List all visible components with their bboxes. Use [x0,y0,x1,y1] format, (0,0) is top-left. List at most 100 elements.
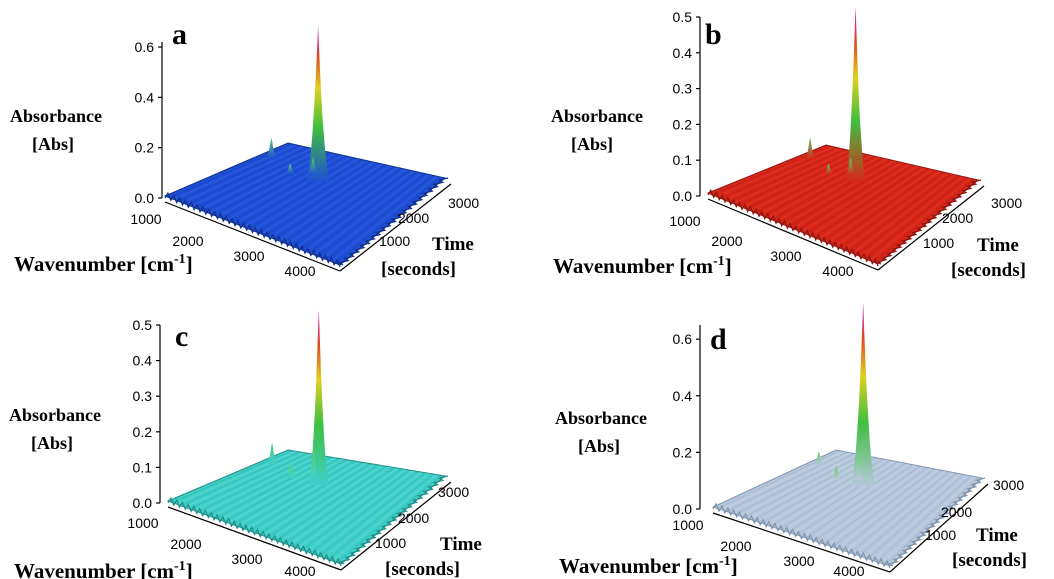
time-axis-line [339,183,452,272]
surface-texture-line [332,474,438,562]
time-tick-label: 3000 [991,195,1022,211]
y-tick-label: 0.6 [673,331,693,347]
y-tick-label: 0.0 [135,190,155,206]
x-tick-label: 1000 [669,213,700,229]
surface-texture-line [234,156,351,224]
peak [285,163,295,174]
y-axis-label: Absorbance [555,408,647,428]
time-axis-label-unit: [seconds] [951,260,1026,281]
x-tick-label: 2000 [720,538,751,554]
x-tick-label: 1000 [130,211,161,227]
surface-texture-line [178,145,300,202]
surface-texture-line [252,160,367,231]
y-axis-label-unit: [Abs] [31,433,73,453]
surface-texture-line [278,165,391,242]
y-tick-label: 0.2 [133,424,153,440]
time-axis-label-unit: [seconds] [385,559,460,579]
surface-texture-line [746,152,861,210]
time-tick-label: 2000 [942,210,973,226]
surface-front-edge [707,188,879,267]
surface-texture-line [336,475,442,563]
surface-texture-line [797,163,906,231]
y-tick-label: 0.4 [133,353,153,369]
surface-texture-line [202,454,320,514]
surface-texture-line [869,178,971,261]
surface-texture-line [280,466,391,543]
surface-texture-line [254,462,367,533]
peak [308,310,329,485]
time-tick-label: 2000 [398,210,429,226]
surface-texture-line [784,160,895,226]
surface-texture-line [250,462,363,532]
surface-texture-line [199,149,320,211]
surface-texture-line [267,464,379,538]
surface-texture-line [783,460,895,531]
time-axis-line [877,185,985,271]
surface-texture-line [211,456,328,518]
surface-texture-line [729,149,846,203]
surface-texture-line [801,463,910,537]
surface-texture-line [274,164,387,240]
surface-texture-line [313,172,422,255]
panel-d: 0.0 0.2 0.4 0.6 1000 2000 3000 4000 1000 2000 3000… [555,302,1027,579]
surface-texture-line [327,473,434,560]
surface-texture-line [805,164,914,235]
surface-texture-line [841,470,943,551]
x-tick-label: 2000 [172,233,203,249]
x-axis-label: Wavenumber [cm-1] [14,252,193,276]
peak [845,7,866,183]
surface-texture-line [788,161,899,227]
x-axis-label: Wavenumber [cm-1] [559,554,738,578]
time-axis-label: Time [976,525,1018,546]
y-tick-label: 0.1 [673,152,693,168]
x-tick-label: 4000 [284,563,315,579]
surface-texture-line [752,456,869,521]
surface-texture-line [823,467,928,545]
surface-front-edge [167,496,342,567]
time-axis-label: Time [440,534,482,555]
surface-texture-line [819,466,924,543]
surface-front-edge [164,191,341,268]
surface-texture-line [182,146,304,204]
peak [851,302,875,487]
surface-texture-line [835,171,941,247]
surface-texture-line [757,456,873,523]
surface-texture-line [848,173,952,252]
surface-texture-line [195,148,316,209]
surface-texture-line [843,172,948,251]
surface-texture-line [296,169,406,248]
surface-texture-line [839,171,944,249]
y-tick-label: 0.0 [673,188,693,204]
surface-floor [711,449,984,567]
surface-texture-line [876,475,972,562]
peak [286,463,296,478]
y-tick-label: 0.5 [133,317,153,333]
surface-texture-line [245,461,359,530]
surface-texture-line [243,158,359,228]
time-tick-label: 2000 [941,504,972,520]
surface-texture-line [796,463,906,536]
time-axis-label-unit: [seconds] [952,550,1027,571]
surface-texture-line [208,151,328,214]
surface-texture-line [247,159,363,230]
surface-texture-line [306,470,414,552]
y-axis-label-unit: [Abs] [578,436,620,456]
surface-texture-line [880,476,975,564]
surface-texture-line [191,147,312,207]
surface-texture-line [734,453,855,515]
surface-texture-line [297,469,406,549]
x-tick-label: 1000 [127,515,158,531]
time-tick-label: 3000 [448,195,479,211]
surface-texture-line [301,469,410,551]
surface-texture-line [733,149,849,204]
x-tick-label: 4000 [833,563,864,579]
surface-texture-line [173,144,296,200]
y-tick-label: 0.2 [135,140,155,156]
surface-side-edge [339,475,449,565]
x-axis-line [164,201,341,272]
surface-texture-line [304,170,414,252]
surface-side-edge [887,477,986,567]
panel-letter: d [710,323,727,356]
surface-texture-line [189,452,308,510]
surface-texture-line [885,477,979,565]
